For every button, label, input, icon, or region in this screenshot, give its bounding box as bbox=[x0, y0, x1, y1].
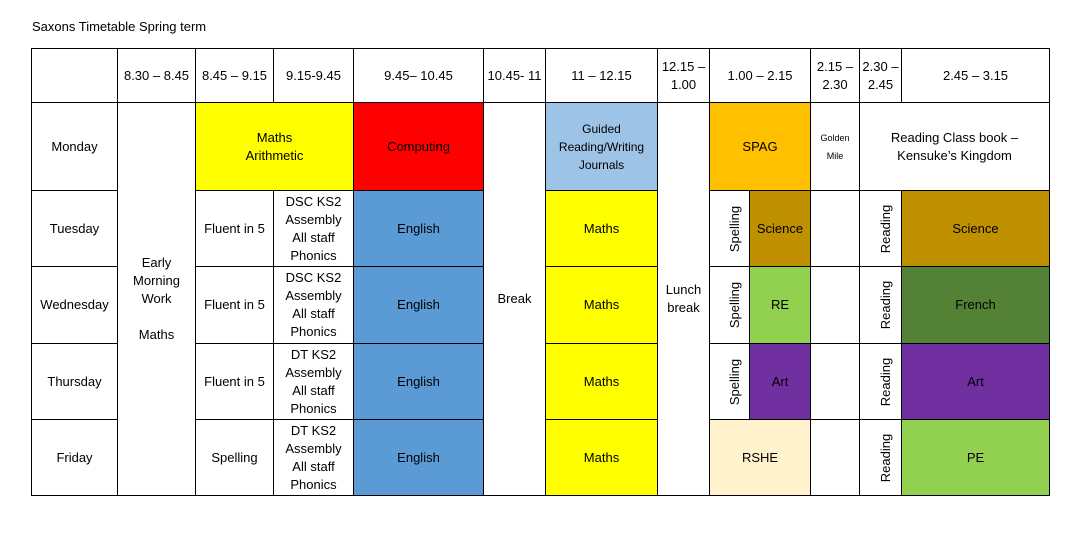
lesson-assembly: DT KS2 Assembly All staff Phonics bbox=[273, 419, 354, 496]
assembly-line: Phonics bbox=[290, 400, 337, 416]
lesson-fluent-in-5: Fluent in 5 bbox=[195, 190, 274, 267]
lesson-spag: SPAG bbox=[709, 102, 811, 191]
time-header: 1.00 – 2.15 bbox=[709, 48, 811, 103]
lesson-assembly: DSC KS2 Assembly All staff Phonics bbox=[273, 266, 354, 344]
time-header: 8.30 – 8.45 bbox=[117, 48, 196, 103]
assembly-line: Assembly bbox=[285, 288, 342, 303]
header-row: 8.30 – 8.45 8.45 – 9.15 9.15-9.45 9.45– … bbox=[31, 48, 1050, 103]
spelling-label: Spelling bbox=[727, 358, 743, 405]
assembly-line: Phonics bbox=[290, 476, 337, 492]
empty-cell bbox=[810, 190, 860, 267]
row-wednesday: Wednesday Fluent in 5 DSC KS2 Assembly A… bbox=[31, 266, 1050, 344]
empty-cell bbox=[810, 419, 860, 496]
assembly-line: All staff bbox=[292, 229, 335, 245]
lesson-computing: Computing bbox=[353, 102, 484, 191]
timetable: 8.30 – 8.45 8.45 – 9.15 9.15-9.45 9.45– … bbox=[31, 48, 1050, 496]
assembly-line: DSC KS2 bbox=[285, 270, 342, 285]
assembly-line: All staff bbox=[292, 458, 335, 474]
time-header: 11 – 12.15 bbox=[545, 48, 658, 103]
empty-cell bbox=[810, 343, 860, 420]
time-header: 9.15-9.45 bbox=[273, 48, 354, 103]
assembly-line: DSC KS2 bbox=[285, 193, 342, 209]
row-friday: Friday Spelling DT KS2 Assembly All staf… bbox=[31, 419, 1050, 496]
time-header: 2.15 – 2.30 bbox=[810, 48, 860, 103]
lesson-fluent-in-5: Fluent in 5 bbox=[195, 266, 274, 344]
assembly-line: Assembly bbox=[285, 440, 342, 456]
lesson-english: English bbox=[353, 343, 484, 420]
lesson-pe: PE bbox=[901, 419, 1050, 496]
time-header: 2.30 – 2.45 bbox=[859, 48, 902, 103]
lesson-reading: Reading bbox=[859, 419, 902, 496]
lesson-assembly: DT KS2 Assembly All staff Phonics bbox=[273, 343, 354, 420]
break-cell: Break bbox=[483, 102, 546, 496]
time-header: 12.15 – 1.00 bbox=[657, 48, 710, 103]
assembly-line: Assembly bbox=[285, 211, 342, 227]
reading-label: Reading bbox=[878, 357, 894, 406]
lesson-art: Art bbox=[749, 343, 811, 420]
assembly-line: Phonics bbox=[290, 247, 337, 263]
lunch-cell: Lunch break bbox=[657, 102, 710, 496]
lesson-english: English bbox=[353, 266, 484, 344]
lesson-science-afternoon: Science bbox=[901, 190, 1050, 267]
early-morning-sub: Maths bbox=[138, 327, 175, 342]
lesson-maths: Maths bbox=[545, 343, 658, 420]
lesson-spelling: Spelling bbox=[709, 343, 750, 420]
spelling-label: Spelling bbox=[727, 205, 743, 252]
empty-cell bbox=[810, 266, 860, 344]
row-monday: Monday Early Morning Work Maths Maths Ar… bbox=[31, 102, 1050, 496]
row-thursday: Thursday Fluent in 5 DT KS2 Assembly All… bbox=[31, 343, 1050, 420]
time-header: 2.45 – 3.15 bbox=[901, 48, 1050, 103]
reading-label: Reading bbox=[878, 433, 894, 482]
page-title: Saxons Timetable Spring term bbox=[32, 19, 207, 34]
lesson-maths-arithmetic: Maths Arithmetic bbox=[195, 102, 354, 191]
lesson-maths: Maths bbox=[545, 266, 658, 344]
reading-label: Reading bbox=[878, 204, 894, 253]
lesson-reading: Reading bbox=[859, 190, 902, 267]
assembly-line: DT KS2 bbox=[290, 346, 337, 362]
day-label: Tuesday bbox=[31, 190, 118, 267]
lesson-art-afternoon: Art bbox=[901, 343, 1050, 420]
lesson-spelling: Spelling bbox=[195, 419, 274, 496]
time-header: 10.45- 11 bbox=[483, 48, 546, 103]
early-morning-label: Early Morning Work bbox=[133, 255, 180, 306]
row-tuesday: Tuesday Fluent in 5 DSC KS2 Assembly All… bbox=[31, 190, 1050, 267]
early-morning-work-cell: Early Morning Work Maths bbox=[117, 102, 196, 496]
lesson-science: Science bbox=[749, 190, 811, 267]
lesson-guided-reading: Guided Reading/Writing Journals bbox=[545, 102, 658, 191]
day-label: Thursday bbox=[31, 343, 118, 420]
lesson-reading-class-book: Reading Class book – Kensuke’s Kingdom bbox=[859, 102, 1050, 191]
lesson-maths: Maths bbox=[545, 419, 658, 496]
time-header: 9.45– 10.45 bbox=[353, 48, 484, 103]
assembly-line: All staff bbox=[292, 382, 335, 398]
lesson-re: RE bbox=[749, 266, 811, 344]
lesson-fluent-in-5: Fluent in 5 bbox=[195, 343, 274, 420]
lesson-golden-mile: Golden Mile bbox=[810, 102, 860, 191]
lesson-assembly: DSC KS2 Assembly All staff Phonics bbox=[273, 190, 354, 267]
assembly-line: Assembly bbox=[285, 364, 342, 380]
spelling-label: Spelling bbox=[727, 281, 743, 329]
reading-label: Reading bbox=[878, 280, 894, 330]
lesson-spelling: Spelling bbox=[709, 266, 750, 344]
lesson-maths: Maths bbox=[545, 190, 658, 267]
assembly-line: DT KS2 bbox=[290, 422, 337, 438]
lesson-reading: Reading bbox=[859, 343, 902, 420]
lesson-english: English bbox=[353, 419, 484, 496]
day-label: Monday bbox=[31, 102, 118, 191]
lesson-english: English bbox=[353, 190, 484, 267]
day-label: Wednesday bbox=[31, 266, 118, 344]
time-header: 8.45 – 9.15 bbox=[195, 48, 274, 103]
assembly-line: Phonics bbox=[290, 324, 337, 339]
lesson-reading: Reading bbox=[859, 266, 902, 344]
assembly-line: All staff bbox=[292, 306, 335, 321]
lesson-spelling: Spelling bbox=[709, 190, 750, 267]
lesson-french: French bbox=[901, 266, 1050, 344]
lesson-rshe: RSHE bbox=[709, 419, 811, 496]
corner-cell bbox=[31, 48, 118, 103]
day-label: Friday bbox=[31, 419, 118, 496]
